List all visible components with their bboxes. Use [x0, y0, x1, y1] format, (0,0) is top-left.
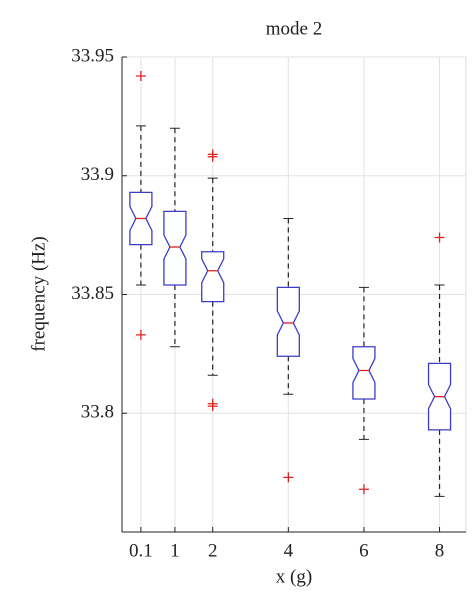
y-tick-label: 33.95	[71, 45, 114, 66]
x-tick-label: 0.1	[129, 540, 153, 561]
chart-title: mode 2	[266, 18, 322, 39]
outlier	[358, 484, 369, 495]
outlier	[207, 401, 218, 412]
x-tick-label: 8	[435, 540, 445, 561]
outlier	[434, 232, 445, 243]
outlier	[207, 149, 218, 160]
box	[352, 346, 376, 400]
outlier	[135, 71, 146, 81]
outlier	[283, 472, 294, 483]
outlier	[135, 329, 146, 340]
x-tick-label: 6	[359, 540, 369, 561]
box	[276, 286, 300, 357]
x-tick-label: 2	[208, 540, 218, 561]
box	[163, 210, 187, 286]
y-tick-label: 33.85	[71, 283, 114, 304]
x-axis-label: x (g)	[276, 566, 312, 587]
y-tick-label: 33.9	[81, 164, 114, 185]
y-axis-label: frequency (Hz)	[28, 236, 49, 352]
x-tick-label: 4	[284, 540, 294, 561]
x-tick-label: 1	[170, 540, 180, 561]
y-tick-label: 33.8	[81, 402, 114, 423]
box	[201, 251, 225, 303]
